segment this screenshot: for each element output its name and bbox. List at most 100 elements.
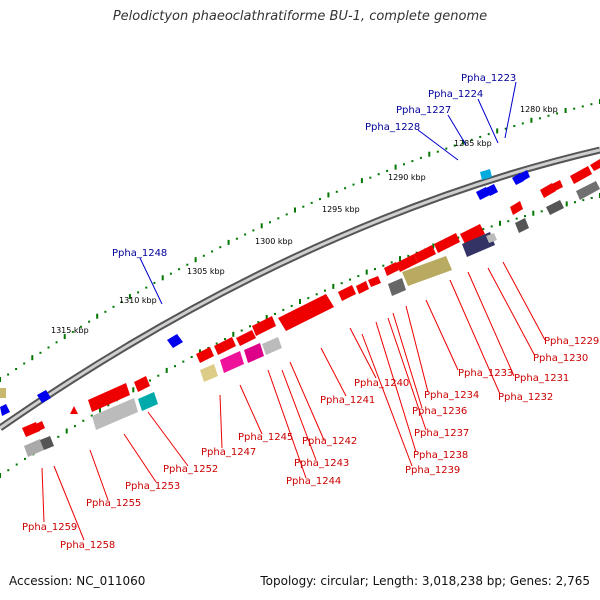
- ruler-tick: [252, 229, 255, 232]
- ruler-tick: [182, 360, 185, 363]
- gene-arrow: [278, 294, 334, 331]
- gene-arrow: [338, 285, 356, 301]
- gene-block: [388, 278, 406, 296]
- gene-arrow: [460, 224, 485, 244]
- gene-label: Ppha_1242: [302, 436, 357, 447]
- gene-label: Ppha_1231: [514, 373, 569, 384]
- ruler-tick: [57, 435, 60, 438]
- ruler-tick: [290, 304, 293, 307]
- ruler-tick: [24, 457, 26, 460]
- gene-label: Ppha_1228: [365, 122, 420, 133]
- inner-leader-lines: [41, 261, 546, 541]
- gene-arrow: [167, 334, 183, 348]
- ruler-tick: [149, 379, 151, 382]
- ruler-tick: [132, 387, 135, 393]
- ruler-tick: [260, 223, 263, 229]
- gene-label: Ppha_1232: [498, 392, 553, 403]
- accession-text: Accession: NC_011060: [9, 574, 146, 588]
- ruler-tick: [457, 236, 460, 239]
- gene-label: Ppha_1229: [544, 336, 599, 347]
- ruler-label-1315: 1315 kbp: [51, 326, 89, 335]
- outer-leader-lines: [139, 81, 517, 305]
- ruler-tick: [386, 169, 389, 172]
- gene-block: [480, 169, 492, 180]
- ruler-tick: [74, 425, 76, 428]
- ruler-tick: [590, 197, 593, 199]
- ruler-tick: [344, 187, 347, 190]
- ruler-tick: [419, 156, 422, 159]
- gene-arrow: [134, 376, 150, 392]
- ruler-tick: [88, 320, 91, 323]
- ruler-tick: [169, 272, 172, 275]
- ruler-tick: [215, 342, 218, 345]
- inner-strand-genes: [22, 159, 600, 457]
- ruler-tick: [161, 275, 164, 281]
- gene-arrow: [214, 337, 236, 355]
- ruler-label-1300: 1300 kbp: [255, 237, 293, 246]
- gene-arrow: [590, 159, 600, 171]
- gene-label: Ppha_1253: [125, 481, 180, 492]
- gene-arrow: [356, 281, 369, 294]
- gene-block: [262, 337, 282, 355]
- gene-block: [40, 436, 54, 450]
- gene-arrow: [0, 404, 10, 416]
- ruler-tick: [490, 225, 493, 228]
- ruler-tick: [324, 289, 326, 292]
- ruler-tick: [582, 199, 585, 202]
- gene-block: [138, 392, 158, 411]
- ruler-tick: [390, 261, 393, 264]
- ruler-tick: [235, 237, 238, 240]
- ruler-tick: [63, 334, 66, 340]
- ruler-tick: [499, 220, 501, 226]
- ruler-tick: [315, 293, 318, 296]
- gene-arrow: [570, 166, 592, 184]
- gene-arrow: [486, 184, 498, 196]
- gene-label: Ppha_1247: [201, 447, 256, 458]
- gene-label: Ppha_1224: [428, 89, 483, 100]
- ruler-tick: [0, 473, 1, 478]
- ruler-tick: [165, 367, 168, 373]
- ruler-tick: [436, 150, 439, 153]
- ruler-tick: [112, 305, 115, 308]
- gene-label: Ppha_1259: [22, 522, 77, 533]
- ruler-tick: [496, 128, 499, 134]
- ruler-tick: [530, 117, 533, 123]
- ruler-tick: [145, 286, 148, 289]
- gene-arrow: [520, 170, 530, 181]
- gene-arrow: [384, 262, 399, 276]
- ruler-tick: [232, 331, 235, 337]
- gene-label: Ppha_1223: [461, 73, 516, 84]
- ruler-tick: [186, 263, 189, 266]
- gene-arrow: [414, 245, 436, 263]
- ruler-tick: [0, 377, 1, 382]
- ruler-tick: [99, 407, 101, 413]
- gene-label: Ppha_1258: [60, 540, 115, 551]
- ruler-tick: [79, 325, 82, 328]
- gene-arrow: [236, 330, 256, 346]
- ruler-tick: [357, 275, 360, 278]
- gene-label: Ppha_1238: [413, 450, 468, 461]
- ruler-tick: [411, 160, 414, 163]
- ruler-tick: [399, 256, 401, 262]
- ruler-tick: [307, 297, 310, 300]
- outer-gene-labels: Ppha_1223 Ppha_1224 Ppha_1227 Ppha_1228 …: [112, 73, 516, 259]
- gene-label: Ppha_1227: [396, 105, 451, 116]
- gene-arrow: [88, 383, 130, 412]
- ruler-tick: [244, 233, 247, 236]
- gene-block: [576, 181, 600, 200]
- gene-block: [220, 351, 244, 373]
- gene-block: [462, 232, 495, 257]
- ruler-tick: [120, 301, 123, 303]
- ruler-tick: [407, 254, 410, 257]
- gene-label: Ppha_1230: [533, 353, 588, 364]
- ruler-tick: [462, 139, 465, 145]
- ruler-tick: [211, 250, 214, 253]
- ruler-tick: [340, 282, 343, 285]
- ruler-tick: [194, 257, 197, 263]
- ruler-tick: [504, 127, 507, 130]
- ruler-tick: [524, 215, 526, 218]
- ruler-tick: [521, 122, 524, 125]
- ruler-tick: [219, 246, 222, 249]
- ruler-tick: [302, 205, 305, 208]
